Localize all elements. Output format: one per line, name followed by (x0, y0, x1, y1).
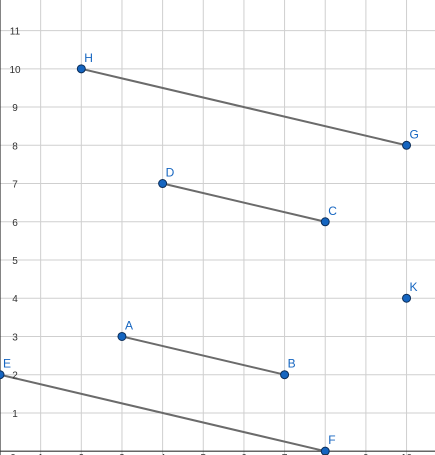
segment-DC[interactable] (162, 182, 326, 223)
segment-HG[interactable] (81, 67, 407, 147)
y-tick-label: 5 (12, 256, 18, 267)
point-A[interactable] (117, 331, 127, 341)
x-tick-label: 6 (241, 453, 247, 455)
point-C[interactable] (320, 217, 330, 227)
point-E[interactable] (0, 370, 5, 380)
point-labels: A B C D E F G H K (3, 51, 419, 447)
point-label-G: G (410, 127, 419, 141)
y-tick-label: 11 (10, 27, 21, 38)
point-label-C: C (328, 204, 337, 218)
x-tick-label: 2 (79, 453, 85, 455)
y-tick-label: 8 (12, 141, 18, 152)
point-label-E: E (3, 357, 11, 371)
point-label-B: B (288, 357, 296, 371)
point-F[interactable] (320, 446, 330, 455)
x-tick-label: 4 (160, 453, 166, 455)
y-tick-label: 9 (12, 103, 18, 114)
point-G[interactable] (402, 140, 412, 150)
x-tick-label: 3 (119, 453, 125, 455)
y-tick-label: 4 (12, 294, 18, 305)
point-K[interactable] (402, 293, 412, 303)
points (0, 64, 412, 455)
point-B[interactable] (280, 370, 290, 380)
x-tick-label: 9 (363, 453, 369, 455)
y-tick-label: 3 (12, 332, 18, 343)
x-tick-label: 8 (322, 453, 328, 455)
y-tick-label: 6 (12, 218, 18, 229)
tick-labels: 0 1 2 3 4 5 6 7 8 9 10 1 2 3 4 5 6 7 8 9 10 11 (9, 27, 412, 455)
point-label-F: F (328, 433, 335, 447)
x-tick-label: 5 (200, 453, 206, 455)
point-label-H: H (84, 51, 93, 65)
point-H[interactable] (76, 64, 86, 74)
y-tick-label: 1 (12, 409, 18, 420)
point-D[interactable] (158, 179, 168, 189)
x-tick-label: 7 (282, 453, 288, 455)
y-tick-label: 7 (12, 180, 18, 191)
segment-AB[interactable] (121, 335, 285, 376)
x-tick-label: 1 (38, 453, 44, 455)
x-tick-label: 0 (10, 453, 16, 455)
point-label-K: K (410, 280, 418, 294)
segment-EF[interactable] (0, 373, 326, 453)
x-tick-label: 10 (401, 453, 413, 455)
point-label-A: A (125, 318, 133, 332)
line-segments (0, 67, 407, 453)
point-label-D: D (166, 166, 175, 180)
y-tick-label: 10 (9, 65, 21, 76)
y-tick-label: 2 (12, 371, 18, 382)
